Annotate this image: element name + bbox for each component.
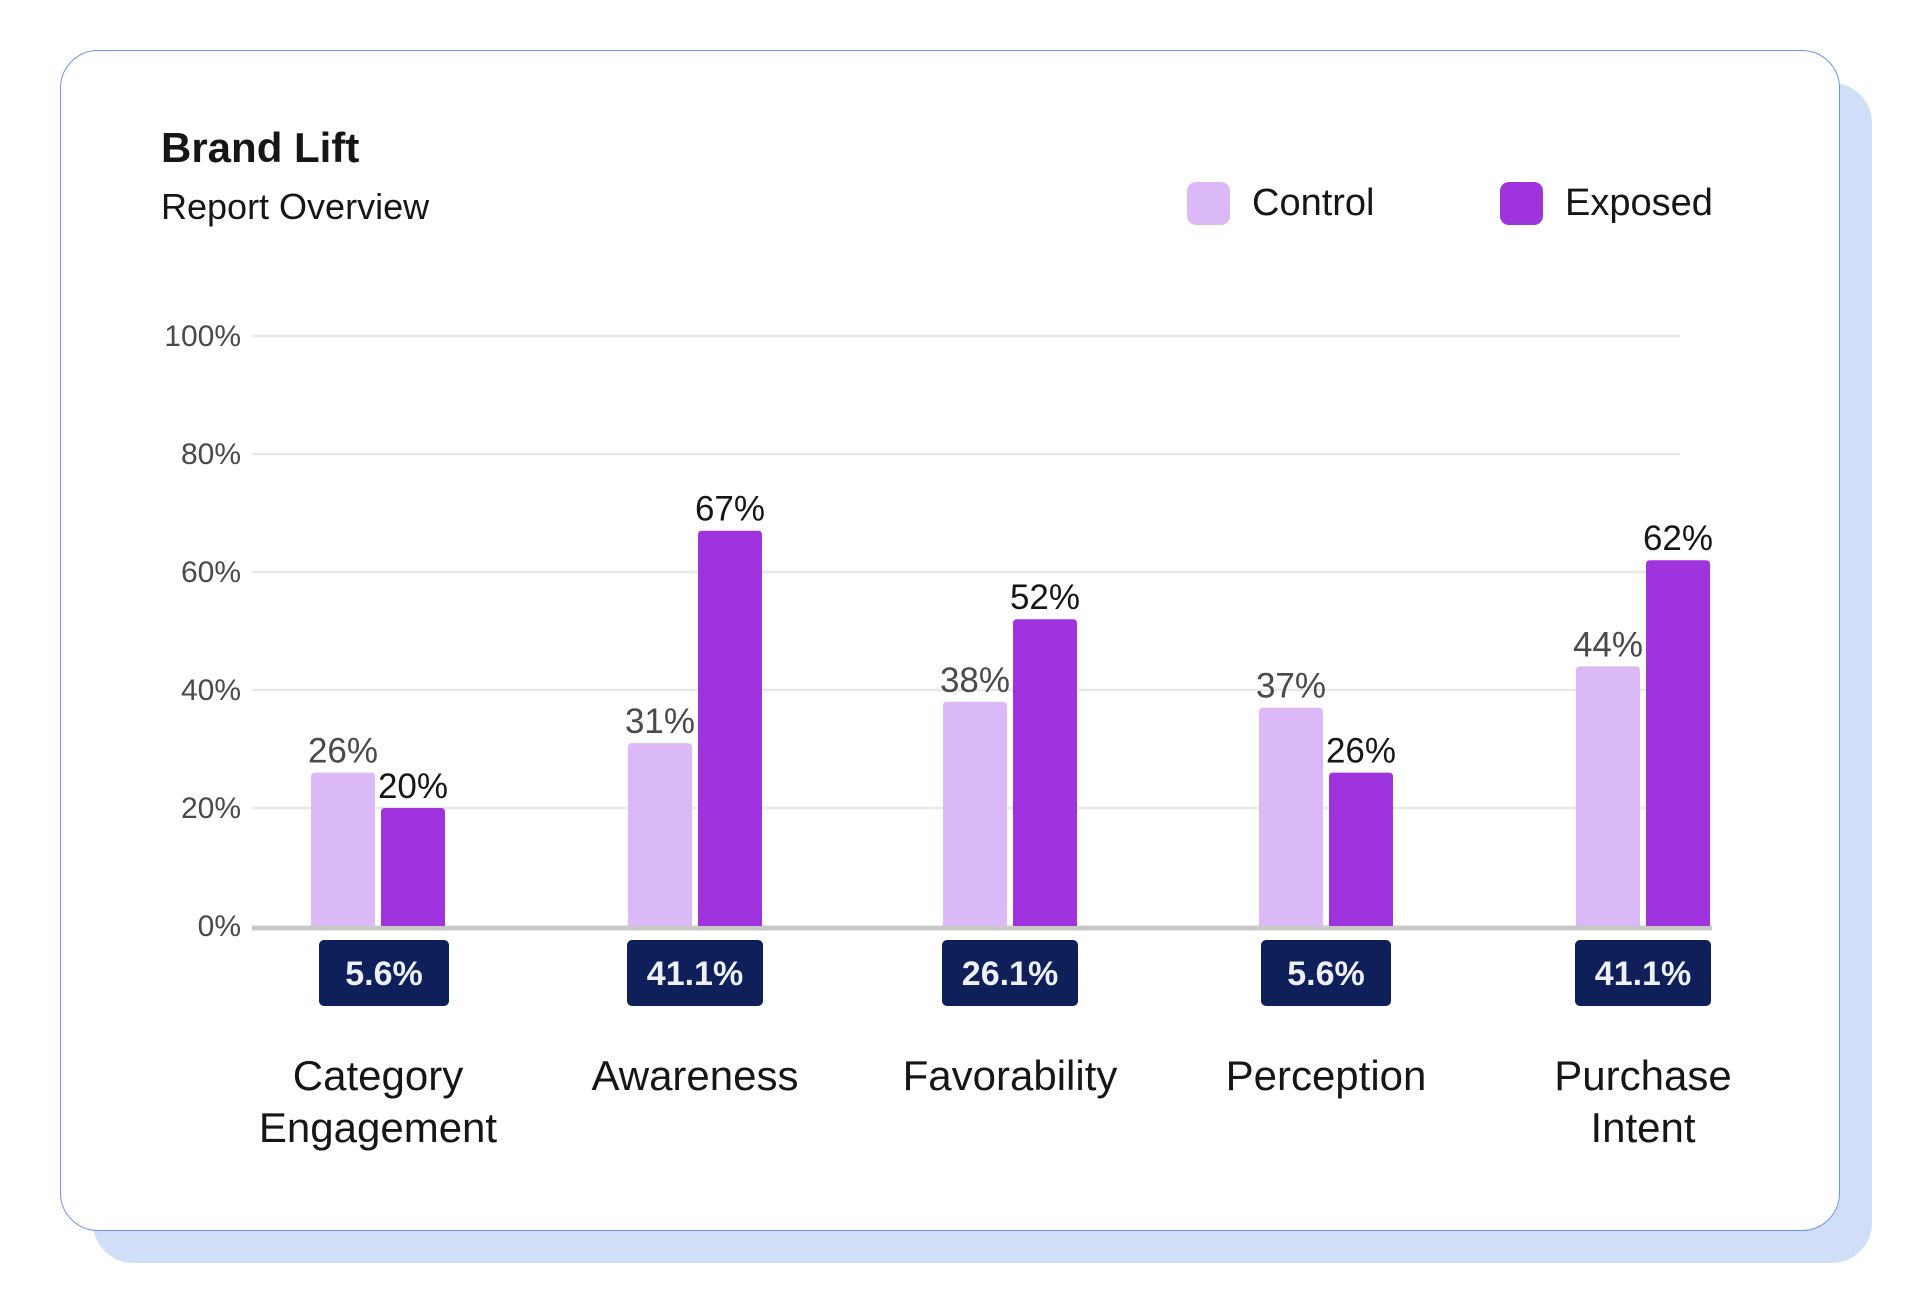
legend-swatch-exposed — [1500, 182, 1543, 225]
y-tick-label: 60% — [181, 556, 241, 589]
bar-exposed — [698, 530, 762, 926]
lift-badge — [627, 940, 763, 1006]
legend-item-control: Control — [1187, 182, 1375, 225]
data-label: 62% — [1643, 519, 1713, 558]
data-label: 26% — [1326, 732, 1396, 771]
legend-item-exposed: Exposed — [1500, 182, 1713, 225]
bar-exposed — [1646, 560, 1710, 926]
data-label: 44% — [1573, 625, 1643, 664]
data-label: 38% — [940, 661, 1010, 700]
chart-card — [60, 50, 1840, 1231]
lift-value: 41.1% — [1595, 955, 1691, 993]
data-label: 26% — [308, 732, 378, 771]
category-label: Awareness — [591, 1052, 798, 1099]
category-label: Category — [293, 1052, 463, 1099]
category-label: Favorability — [903, 1052, 1118, 1099]
bar-control — [943, 701, 1007, 926]
lift-value: 5.6% — [345, 955, 423, 993]
data-label: 52% — [1010, 578, 1080, 617]
y-tick-label: 80% — [181, 438, 241, 471]
chart-subtitle: Report Overview — [161, 186, 430, 227]
bar-control — [1576, 666, 1640, 926]
bar-exposed — [381, 808, 445, 926]
bar-exposed — [1329, 772, 1393, 926]
lift-badge — [319, 940, 449, 1006]
lift-badge — [1575, 940, 1711, 1006]
lift-badge — [942, 940, 1078, 1006]
data-label: 67% — [695, 490, 765, 529]
legend-label: Exposed — [1565, 182, 1713, 224]
y-tick-label: 100% — [164, 320, 241, 353]
lift-value: 5.6% — [1287, 955, 1365, 993]
data-label: 31% — [625, 702, 695, 741]
data-label: 37% — [1256, 667, 1326, 706]
lift-value: 26.1% — [962, 955, 1058, 993]
category-label: Engagement — [259, 1104, 498, 1151]
y-tick-label: 0% — [198, 910, 241, 943]
lift-badge — [1261, 940, 1391, 1006]
y-tick-label: 40% — [181, 674, 241, 707]
category-label: Perception — [1226, 1052, 1427, 1099]
y-tick-label: 20% — [181, 792, 241, 825]
bar-exposed — [1013, 619, 1077, 926]
bar-control — [1259, 707, 1323, 926]
bar-control — [628, 743, 692, 926]
legend-swatch-control — [1187, 182, 1230, 225]
legend-label: Control — [1252, 182, 1375, 224]
category-label: Purchase — [1554, 1052, 1731, 1099]
chart-title: Brand Lift — [161, 124, 360, 171]
lift-value: 41.1% — [647, 955, 743, 993]
bar-control — [311, 772, 375, 926]
data-label: 20% — [378, 767, 448, 806]
category-label: Intent — [1590, 1104, 1695, 1151]
